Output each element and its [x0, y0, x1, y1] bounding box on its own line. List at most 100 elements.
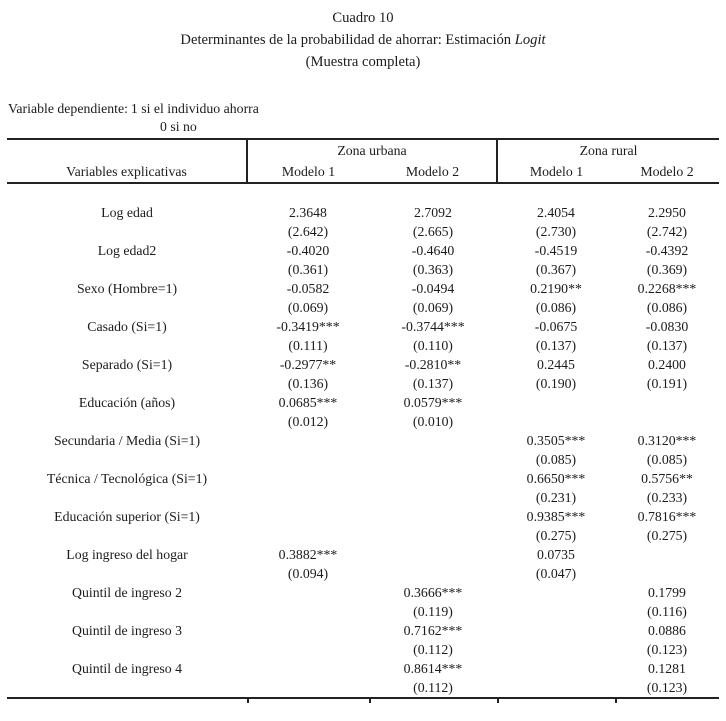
coefficient-row: Separado (Si=1) -0.2977** -0.2810** 0.2445 0…	[7, 355, 719, 374]
coefficient-cell: -0.3419***	[276, 319, 340, 334]
empty-label-cell	[7, 298, 247, 317]
coefficient-row: Log edad 2.3648 2.7092 2.4054 2.2950	[7, 203, 719, 222]
coefficient-cell: -0.0830	[645, 319, 689, 334]
empty-label-cell	[7, 678, 247, 698]
empty-label-cell	[7, 222, 247, 241]
stderr-cell: (0.094)	[287, 566, 329, 581]
stderr-row: (0.361) (0.363) (0.367) (0.369)	[7, 260, 719, 279]
coefficient-cell	[247, 621, 369, 640]
stderr-cell: (0.112)	[413, 642, 453, 657]
coefficient-cell: -0.4519	[534, 243, 578, 258]
stderr-cell	[247, 602, 369, 621]
empty-label-cell	[7, 450, 247, 469]
variable-label: Educación superior (Si=1)	[54, 509, 200, 524]
coefficient-cell: 0.1281	[648, 661, 686, 676]
stderr-cell: (0.363)	[412, 262, 454, 277]
coefficient-row: Educación superior (Si=1) 0.9385*** 0.7816…	[7, 507, 719, 526]
coefficient-cell: 0.0735	[537, 547, 575, 562]
dependent-variable-value1: 1 si el individuo ahorra	[130, 101, 259, 116]
stderr-cell	[369, 564, 497, 583]
empty-label-cell	[7, 412, 247, 431]
empty-label-cell	[7, 564, 247, 583]
stderr-cell	[369, 526, 497, 545]
empty-label-cell	[7, 374, 247, 393]
coefficient-cell	[497, 393, 615, 412]
coefficient-cell: -0.3744***	[401, 319, 465, 334]
variable-label: Sexo (Hombre=1)	[76, 281, 178, 296]
coefficient-cell: -0.4020	[286, 243, 330, 258]
empty-label-cell	[7, 640, 247, 659]
stderr-cell: (0.190)	[535, 376, 577, 391]
stderr-cell: (0.086)	[535, 300, 577, 315]
empty-label-cell	[7, 336, 247, 355]
results-table: Zona urbana Zona rural Variables explica…	[7, 138, 719, 699]
table-title-block: Cuadro 10 Determinantes de la probabilid…	[0, 0, 726, 73]
coefficient-cell: 2.3648	[289, 205, 327, 220]
coefficient-cell: 0.2445	[537, 357, 575, 372]
stderr-row: (0.119) (0.116)	[7, 602, 719, 621]
stderr-cell: (0.112)	[413, 680, 453, 695]
empty-label-cell	[7, 488, 247, 507]
coefficient-cell	[369, 507, 497, 526]
coefficient-cell: -0.4640	[411, 243, 455, 258]
coefficient-cell: 0.2400	[648, 357, 686, 372]
stderr-cell	[497, 678, 615, 698]
stderr-row: (0.112) (0.123)	[7, 678, 719, 698]
stderr-cell	[497, 602, 615, 621]
model-header-rural-1: Modelo 1	[496, 161, 615, 184]
stderr-row: (0.094) (0.047)	[7, 564, 719, 583]
stderr-cell: (0.085)	[535, 452, 577, 467]
stderr-cell: (0.086)	[646, 300, 688, 315]
variable-label: Educación (años)	[78, 395, 176, 410]
stderr-cell	[497, 640, 615, 659]
coefficient-cell	[247, 507, 369, 526]
spacer-row	[7, 183, 719, 203]
variable-label: Quintil de ingreso 3	[72, 623, 182, 638]
stderr-cell: (0.123)	[646, 680, 688, 695]
zone-header-rural: Zona rural	[496, 139, 719, 161]
stderr-cell: (2.730)	[535, 224, 577, 239]
coefficient-row: Técnica / Tecnológica (Si=1) 0.6650*** 0.5…	[7, 469, 719, 488]
coefficient-cell: 0.7816***	[637, 509, 697, 524]
coefficient-cell	[369, 431, 497, 450]
coefficient-row: Log edad2 -0.4020 -0.4640 -0.4519 -0.4392	[7, 241, 719, 260]
stderr-row: (0.111) (0.110) (0.137) (0.137)	[7, 336, 719, 355]
coefficient-cell: 0.6650***	[526, 471, 586, 486]
stderr-cell	[247, 678, 369, 698]
stderr-cell: (0.085)	[646, 452, 688, 467]
coefficient-cell: 0.5756**	[641, 471, 693, 486]
table-number: Cuadro 10	[332, 10, 394, 26]
stderr-cell: (0.367)	[535, 262, 577, 277]
stderr-row: (2.642) (2.665) (2.730) (2.742)	[7, 222, 719, 241]
variable-label: Log ingreso del hogar	[66, 547, 188, 562]
stderr-cell: (0.123)	[646, 642, 688, 657]
stderr-cell	[369, 450, 497, 469]
variable-label: Quintil de ingreso 4	[72, 661, 182, 676]
variable-label: Log edad2	[97, 243, 157, 258]
stderr-cell: (0.069)	[287, 300, 329, 315]
stderr-cell	[615, 564, 719, 583]
stderr-cell: (2.742)	[646, 224, 688, 239]
spacer-cell	[7, 183, 719, 203]
coefficient-cell	[615, 393, 719, 412]
stderr-row: (0.231) (0.233)	[7, 488, 719, 507]
stderr-cell	[497, 412, 615, 431]
coefficient-cell: 0.3120***	[637, 433, 697, 448]
coefficient-cell: 0.0579***	[403, 395, 463, 410]
coefficient-cell	[247, 469, 369, 488]
stderr-cell: (2.642)	[287, 224, 329, 239]
dependent-variable-line1: Variable dependiente: 1 si el individuo a…	[8, 100, 726, 118]
table-main-title-italic: Logit	[514, 32, 546, 48]
coefficient-cell: -0.4392	[645, 243, 689, 258]
coefficient-cell: 0.3666***	[403, 585, 463, 600]
empty-label-cell	[7, 602, 247, 621]
dependent-variable-note: Variable dependiente: 1 si el individuo a…	[8, 100, 726, 136]
table-subtitle: (Muestra completa)	[305, 54, 421, 70]
coefficient-cell	[369, 469, 497, 488]
dependent-variable-value2: 0 si no	[160, 119, 197, 134]
variable-label: Casado (Si=1)	[87, 319, 167, 334]
coefficient-cell	[247, 431, 369, 450]
variable-label: Log edad	[101, 205, 153, 220]
stderr-cell: (0.116)	[647, 604, 687, 619]
